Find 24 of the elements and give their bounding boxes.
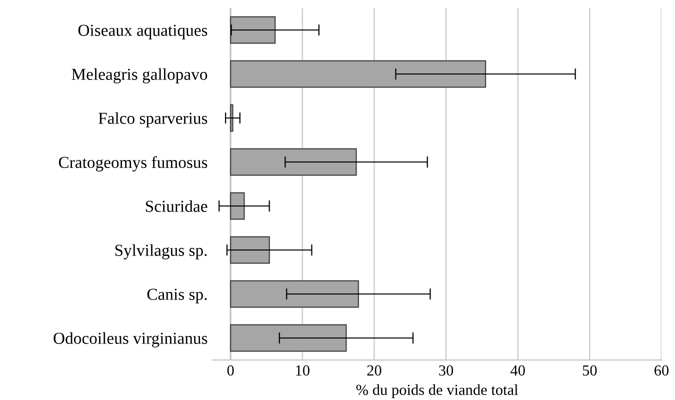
x-tick-label: 10 bbox=[296, 365, 310, 376]
x-tick-label: 0 bbox=[227, 365, 234, 376]
bar bbox=[230, 60, 486, 88]
x-tick-label: 50 bbox=[582, 365, 597, 376]
y-tick-label: Falco sparverius bbox=[98, 112, 208, 128]
y-tick-label: Sciuridae bbox=[146, 200, 208, 212]
y-tick-label: Oiseaux aquatiques bbox=[78, 24, 208, 40]
bar bbox=[230, 324, 347, 352]
bar bbox=[230, 192, 245, 220]
x-tick-label: 60 bbox=[654, 365, 669, 376]
bar bbox=[230, 104, 234, 132]
y-tick-label: Cratogeomys fumosus bbox=[58, 156, 208, 172]
bar bbox=[230, 280, 359, 308]
x-tick-label: 30 bbox=[439, 365, 454, 376]
x-tick-label: 20 bbox=[367, 365, 382, 376]
y-tick-label: Meleagris gallopavo bbox=[72, 68, 208, 84]
y-tick-label: Canis sp. bbox=[147, 288, 207, 304]
bar bbox=[230, 16, 276, 44]
y-tick-label: Sylvilagus sp. bbox=[115, 244, 207, 260]
y-tick-label: Odocoileus virginianus bbox=[54, 332, 208, 348]
bar bbox=[230, 236, 270, 264]
x-axis-title: % du poids de viande total bbox=[356, 384, 518, 398]
x-tick-label: 40 bbox=[510, 365, 525, 376]
bar bbox=[230, 148, 357, 176]
